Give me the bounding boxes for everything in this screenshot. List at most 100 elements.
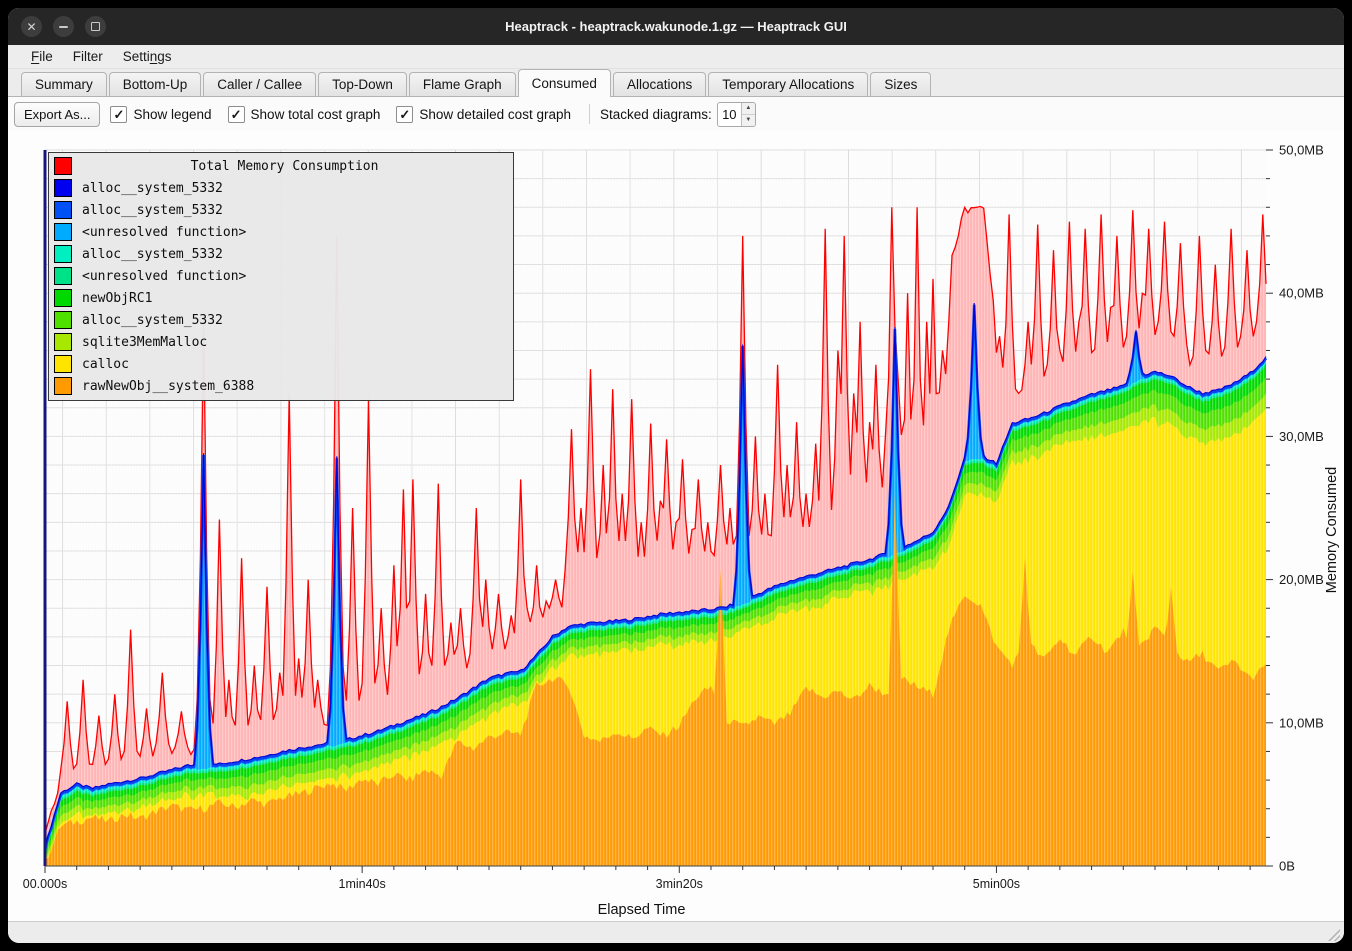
toolbar-separator (588, 104, 590, 124)
spinner-down-icon[interactable]: ▼ (741, 114, 755, 126)
alloc-darkblue-line (44, 302, 1267, 849)
x-axis-ticks (44, 866, 1251, 873)
menu-settings[interactable]: Setti n gs (122, 49, 172, 64)
checkbox-show-total-cost-graph[interactable]: ✓ Show total cost graph (227, 105, 381, 123)
legend-label: calloc (82, 356, 129, 372)
legend-label: <unresolved function> (82, 224, 247, 240)
legend-item: sqlite3MemMalloc (49, 331, 513, 353)
checkbox-label: Show legend (133, 106, 212, 122)
menu-filter[interactable]: Filter (72, 49, 103, 64)
checkbox-check-icon: ✓ (110, 105, 128, 123)
x-axis-title: Elapsed Time (598, 902, 686, 918)
legend-item: alloc__system_5332 (49, 243, 513, 265)
checkbox-check-icon: ✓ (396, 105, 414, 123)
spinner-up-icon[interactable]: ▲ (741, 102, 755, 115)
y-tick-label: 30,0MB (1279, 429, 1324, 444)
y-axis-title: Memory Consumed (1324, 467, 1340, 594)
legend-title-row: Total Memory Consumption (49, 155, 513, 177)
close-button[interactable]: ✕ (21, 16, 42, 37)
legend-swatch (54, 267, 72, 285)
legend-swatch (54, 289, 72, 307)
legend-label: alloc__system_5332 (82, 246, 223, 262)
legend-item: alloc__system_5332 (49, 199, 513, 221)
x-tick-label: 00.000s (23, 877, 67, 891)
y-tick-label: 0B (1279, 859, 1295, 874)
y-tick-label: 10,0MB (1279, 715, 1324, 730)
tab-bottom-up[interactable]: Bottom-Up (108, 72, 202, 97)
y-tick-label: 40,0MB (1279, 286, 1324, 301)
y-tick-label: 20,0MB (1279, 572, 1324, 587)
y-axis-ticks (1266, 149, 1273, 867)
consumed-chart-panel: 0B 10,0MB 20,0MB 30,0MB 40,0MB 50,0MB 00.000s 1… (8, 131, 1344, 921)
status-bar (8, 921, 1344, 943)
checkbox-label: Show detailed cost graph (419, 106, 571, 122)
legend-label: sqlite3MemMalloc (82, 334, 208, 350)
x-tick-label: 5min00s (973, 877, 1020, 891)
y-axis-spine (43, 150, 47, 866)
total-consumption-line (44, 205, 1267, 834)
legend-label: alloc__system_5332 (82, 180, 223, 196)
legend-item: alloc__system_5332 (49, 177, 513, 199)
maximize-button[interactable] (85, 16, 106, 37)
alloc-blue-line (43, 304, 1268, 851)
legend-item: <unresolved function> (49, 265, 513, 287)
tab-bar: Summary Bottom-Up Caller / Callee Top-Down F… (8, 69, 1344, 97)
legend-swatch (54, 245, 72, 263)
memory-consumption-chart[interactable]: 0B 10,0MB 20,0MB 30,0MB 40,0MB 50,0MB 00.000s 1… (8, 131, 1344, 921)
legend-item: newObjRC1 (49, 287, 513, 309)
legend-label: Total Memory Consumption (190, 158, 379, 174)
legend-label: newObjRC1 (82, 290, 153, 306)
stacked-diagrams-value: 10 (722, 106, 737, 122)
tab-caller-callee[interactable]: Caller / Callee (203, 72, 317, 97)
checkbox-check-icon: ✓ (227, 105, 245, 123)
title-bar: ✕ Heaptrack - heaptrack.wakunode.1.gz — … (8, 8, 1344, 45)
spinner-arrows: ▲ ▼ (740, 102, 755, 126)
legend-swatch (54, 179, 72, 197)
legend-label: rawNewObj__system_6388 (82, 378, 255, 394)
stacked-diagrams-label: Stacked diagrams: (599, 106, 712, 122)
resize-grip[interactable] (1328, 929, 1340, 941)
legend-label: alloc__system_5332 (82, 312, 223, 328)
minimize-button[interactable] (53, 16, 74, 37)
minimize-icon (59, 25, 68, 28)
x-tick-label: 1min40s (339, 877, 386, 891)
tab-temporary-allocations[interactable]: Temporary Allocations (708, 72, 869, 97)
tab-allocations[interactable]: Allocations (612, 72, 707, 97)
legend-swatch (54, 311, 72, 329)
tab-top-down[interactable]: Top-Down (318, 72, 407, 97)
close-icon: ✕ (26, 19, 37, 34)
checkbox-show-legend[interactable]: ✓ Show legend (110, 105, 212, 123)
legend-swatch (54, 201, 72, 219)
plot-area: 0B 10,0MB 20,0MB 30,0MB 40,0MB 50,0MB 00.000s 1… (23, 143, 1324, 892)
legend-swatch (54, 157, 72, 175)
legend-swatch (54, 377, 72, 395)
window-controls: ✕ (8, 16, 106, 37)
legend-swatch (54, 333, 72, 351)
maximize-icon (91, 22, 100, 31)
legend-item: <unresolved function> (49, 221, 513, 243)
toolbar: Export As... ✓ Show legend ✓ Show total cos… (8, 97, 1344, 131)
checkbox-show-detailed-cost-graph[interactable]: ✓ Show detailed cost graph (396, 105, 571, 123)
window-title: Heaptrack - heaptrack.wakunode.1.gz — He… (505, 19, 847, 34)
checkbox-label: Show total cost graph (250, 106, 381, 122)
tab-sizes[interactable]: Sizes (870, 72, 932, 97)
export-as-button[interactable]: Export As... (14, 101, 101, 127)
chart-legend: Total Memory Consumption alloc__system_53… (48, 152, 514, 401)
checkbox-group: ✓ Show legend ✓ Show total cost graph ✓ Show … (110, 105, 587, 123)
x-tick-label: 3min20s (656, 877, 703, 891)
y-tick-label: 50,0MB (1279, 143, 1324, 158)
legend-item: rawNewObj__system_6388 (49, 375, 513, 397)
legend-label: <unresolved function> (82, 268, 247, 284)
legend-item: alloc__system_5332 (49, 309, 513, 331)
tab-consumed[interactable]: Consumed (517, 69, 611, 97)
legend-item: calloc (49, 353, 513, 375)
tab-summary[interactable]: Summary (21, 72, 107, 97)
legend-swatch (54, 223, 72, 241)
legend-label: alloc__system_5332 (82, 202, 223, 218)
tab-flame-graph[interactable]: Flame Graph (408, 72, 516, 97)
app-window: ✕ Heaptrack - heaptrack.wakunode.1.gz — … (8, 8, 1344, 943)
legend-swatch (54, 355, 72, 373)
stacked-diagrams-spinner[interactable]: 10 ▲ ▼ (716, 101, 756, 127)
